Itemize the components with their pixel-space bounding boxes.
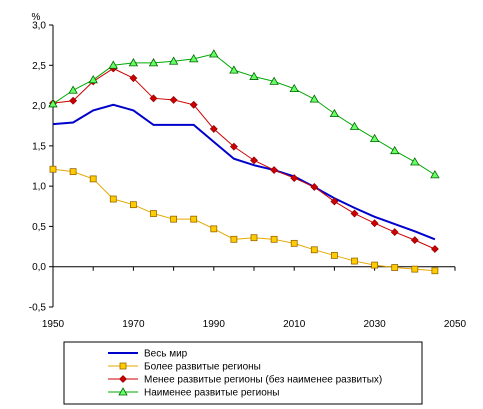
data-point-diamond	[189, 100, 198, 109]
data-point-triangle	[118, 387, 128, 396]
data-point-square	[210, 225, 218, 233]
y-tick-label: 1,0	[32, 182, 46, 193]
y-tick-label: 0,0	[32, 262, 46, 273]
data-point-triangle	[349, 121, 360, 130]
data-point-square	[411, 265, 419, 273]
data-point-square	[69, 168, 77, 176]
data-point-square	[150, 210, 157, 217]
legend-label: Весь мир	[144, 349, 188, 360]
x-tick-label: 1950	[42, 319, 65, 330]
series-line	[52, 67, 436, 250]
data-point-triangle	[269, 76, 279, 85]
y-tick-label: 2,5	[32, 61, 46, 72]
data-point-square	[371, 261, 379, 269]
data-point-square	[49, 165, 57, 173]
data-point-diamond	[169, 96, 178, 104]
data-point-diamond	[310, 183, 319, 191]
data-point-diamond	[430, 245, 439, 253]
data-point-square	[230, 235, 238, 243]
y-tick-label: 2,0	[32, 101, 46, 112]
data-point-diamond	[410, 236, 419, 245]
x-tick-label: 1970	[122, 319, 145, 330]
data-point-diamond	[209, 125, 218, 133]
data-point-square	[129, 201, 137, 209]
data-point-square	[190, 215, 198, 223]
y-tick-label: -0,5	[29, 303, 47, 314]
data-point-diamond	[390, 228, 399, 236]
data-point-diamond	[129, 74, 138, 83]
series-2	[49, 64, 439, 253]
data-point-triangle	[48, 99, 58, 108]
data-point-diamond	[229, 142, 238, 151]
data-point-triangle	[88, 74, 98, 84]
legend-label: Более развитые регионы	[144, 362, 261, 373]
data-point-square	[391, 264, 399, 271]
data-point-diamond	[350, 209, 359, 218]
data-point-triangle	[209, 49, 219, 58]
data-point-square	[290, 239, 298, 247]
series-line	[52, 168, 435, 272]
y-unit-label: %	[32, 12, 41, 23]
data-point-diamond	[69, 96, 78, 105]
legend-label: Наименее развитые регионы	[144, 388, 279, 399]
data-point-square	[431, 267, 439, 275]
data-point-triangle	[390, 145, 400, 155]
data-point-square	[351, 257, 358, 265]
y-tick-label: 3,0	[32, 21, 46, 32]
data-point-triangle	[249, 71, 259, 80]
data-point-triangle	[108, 60, 118, 69]
series-0	[52, 103, 436, 241]
data-point-square	[89, 175, 97, 183]
series-layer	[48, 49, 440, 275]
series-line	[52, 53, 436, 176]
data-point-triangle	[309, 94, 319, 103]
data-point-triangle	[430, 170, 440, 179]
data-point-diamond	[250, 156, 258, 165]
data-point-square	[119, 362, 127, 370]
data-point-square	[109, 195, 117, 203]
data-point-triangle	[410, 157, 420, 166]
data-point-diamond	[330, 197, 339, 206]
data-point-diamond	[370, 219, 379, 228]
data-point-square	[250, 234, 258, 242]
y-tick-label: 1,5	[32, 141, 46, 152]
data-point-diamond	[270, 166, 279, 174]
series-1	[49, 165, 439, 275]
data-point-square	[270, 235, 278, 243]
axes: 3,0 2,5 2,0 1,5 1,0 0,5 0,0 -0,5 1950 1970 1990 201…	[29, 21, 467, 331]
data-point-triangle	[189, 54, 199, 63]
x-tick-label: 1990	[203, 319, 226, 330]
x-tick-label: 2030	[363, 319, 386, 330]
y-tick-label: 0,5	[32, 222, 46, 233]
data-point-square	[170, 215, 178, 223]
series-3	[48, 49, 440, 179]
data-point-triangle	[168, 56, 179, 65]
x-tick-label: 2050	[444, 319, 467, 330]
data-point-triangle	[369, 133, 380, 143]
data-point-square	[310, 246, 318, 254]
data-point-triangle	[229, 65, 239, 74]
data-point-triangle	[329, 108, 340, 118]
data-point-diamond	[149, 94, 158, 103]
data-point-diamond	[290, 174, 299, 183]
data-point-triangle	[68, 85, 78, 94]
legend-label: Менее развитые регионы (без наименее раз…	[144, 374, 382, 386]
data-point-square	[330, 252, 338, 259]
data-point-triangle	[148, 58, 159, 67]
data-point-diamond	[119, 375, 127, 383]
x-tick-label: 2010	[283, 319, 306, 330]
data-point-triangle	[289, 83, 299, 93]
series-line	[52, 103, 436, 241]
data-point-triangle	[128, 58, 139, 67]
